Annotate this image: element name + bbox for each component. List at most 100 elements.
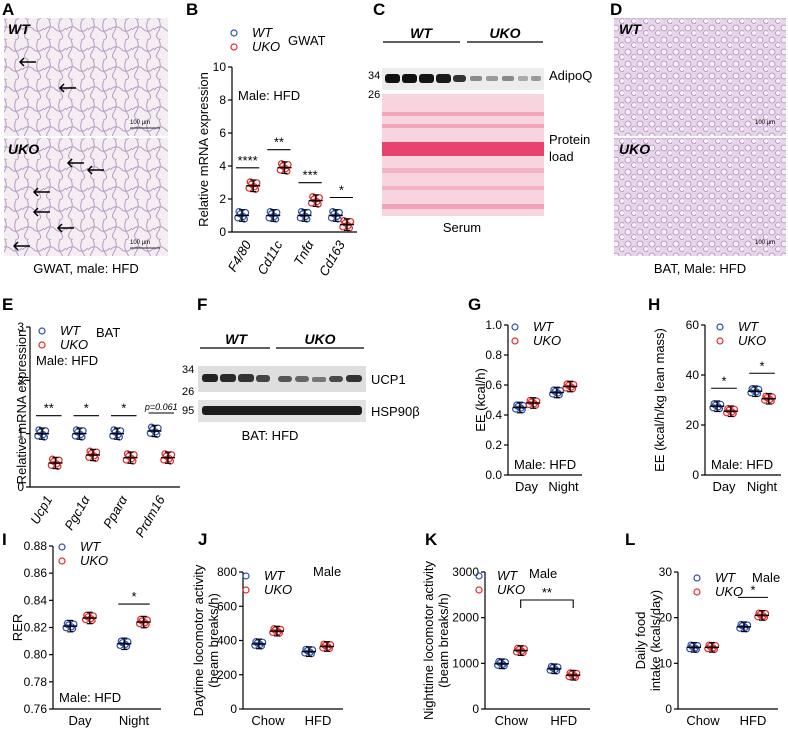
legend-uko-marker (230, 43, 238, 51)
y-tick-label: 0.4 (485, 408, 502, 422)
x-tick-label: HFD (740, 713, 767, 728)
f-wt-label: WT (225, 331, 248, 347)
uko-point (533, 397, 541, 405)
condition-label: Male: HFD (711, 457, 773, 472)
condition-label: Male: HFD (36, 353, 98, 368)
legend-uko-label: UKO (715, 584, 743, 599)
x-tick-label: Pgc1α (61, 492, 93, 532)
category-tnf: Tnfα *** (291, 168, 323, 268)
legend-wt-label: WT (60, 323, 81, 338)
significance-label: p=0.061 (144, 402, 178, 412)
f-blot-label: UCP1 (371, 372, 406, 387)
y-tick-label: 0 (17, 480, 24, 494)
chart-l: L 0 10 20 30 Daily foodintake (kcals/day) Chow… (625, 530, 780, 728)
arrow-icon (32, 207, 50, 217)
y-tick-label: 0 (692, 468, 699, 482)
arrow-icon (12, 241, 30, 251)
d-caption: BAT, Male: HFD (654, 261, 746, 276)
mw-marker: 26 (182, 386, 194, 398)
panel-label-k: K (425, 530, 438, 549)
significance-label: ** (44, 401, 54, 416)
a-scale-text: 100 µm (130, 120, 150, 126)
legend-uko-label: UKO (533, 333, 561, 348)
legend-wt-marker (511, 323, 519, 331)
category-chow: Chow (686, 641, 720, 728)
y-tick-label: 3000 (452, 565, 479, 579)
significance-label: ** (274, 135, 284, 150)
panel-c: C WT UKO 34 26 AdipoQ Protein load Ser (368, 0, 592, 235)
legend-wt-marker (38, 327, 46, 335)
category-cd163: Cd163 * (316, 183, 355, 279)
x-tick-label: Night (747, 479, 778, 494)
d-wt-label: WT (619, 21, 642, 37)
y-tick-label: 0.0 (485, 468, 502, 482)
f-uko-label: UKO (304, 331, 335, 347)
y-tick-label: 1 (17, 427, 24, 441)
significance-label: * (721, 373, 726, 388)
y-tick-label: 4 (219, 159, 226, 173)
y-axis-label: EE (kcal/h/kg lean mass) (652, 328, 667, 472)
y-tick-label: 400 (217, 634, 237, 648)
a-uko-label: UKO (8, 141, 39, 157)
y-tick-label: 20 (659, 611, 673, 625)
y-tick-label: 0.88 (24, 539, 48, 553)
x-tick-label: HFD (305, 713, 332, 728)
legend-wt-label: WT (715, 570, 736, 585)
chart-g: G 0.0 0.2 0.4 0.6 0.8 1.0 EE (kcal/h) Day Night WT… (468, 295, 582, 494)
significance-label: * (759, 358, 764, 373)
condition-label: Male: HFD (514, 457, 576, 472)
y-axis-label: Daytime locomotor activity(beam breaks/h… (191, 564, 221, 716)
legend-uko-marker (58, 557, 66, 565)
y-tick-label: 0.80 (24, 648, 48, 662)
arrow-icon (32, 187, 50, 197)
category-cd11c: Cd11c ** (254, 135, 292, 277)
mw-marker: 95 (182, 405, 194, 417)
legend-wt-label: WT (252, 25, 273, 40)
condition-label: Male (313, 564, 341, 579)
panel-label-a: A (2, 0, 14, 19)
y-tick-label: 0.76 (24, 702, 48, 716)
wt-point (717, 400, 725, 408)
panel-f: F WT UKO 34 26 95 UCP1 HSP90β BAT: HFD (182, 295, 420, 443)
legend-uko-marker (693, 588, 701, 596)
arrow-icon (66, 158, 84, 168)
x-tick-label: HFD (550, 713, 577, 728)
x-tick-label: Day (712, 479, 736, 494)
category-pgc1: Pgc1α * (61, 401, 101, 533)
y-tick-label: 3 (17, 320, 24, 334)
panel-d: D WT UKO 100 µm 100 µm BAT, Male: HFD (610, 0, 786, 276)
a-scale-text: 100 µm (130, 240, 150, 246)
tissue-label: BAT (96, 325, 120, 340)
y-tick-label: 200 (217, 668, 237, 682)
legend-uko-label: UKO (738, 333, 766, 348)
f-blot-label: HSP90β (371, 404, 420, 419)
arrow-icon (58, 83, 76, 93)
panel-label-j: J (198, 530, 207, 549)
y-tick-label: 0.82 (24, 621, 48, 635)
y-tick-label: 0.78 (24, 675, 48, 689)
legend-uko-label: UKO (252, 39, 280, 54)
significance-label: * (84, 401, 89, 416)
x-tick-label: Night (119, 713, 150, 728)
legend-wt-marker (716, 323, 724, 331)
y-tick-label: 2 (219, 192, 226, 206)
condition-label: Male (752, 570, 780, 585)
significance-bracket (520, 599, 574, 608)
y-tick-label: 40 (686, 368, 700, 382)
y-tick-label: 0 (665, 702, 672, 716)
legend-wt-label: WT (738, 319, 759, 334)
y-axis-label: RER (10, 614, 25, 641)
legend-uko-marker (475, 586, 483, 594)
c-blot-label: AdipoQ (549, 68, 592, 83)
y-tick-label: 0.8 (485, 348, 502, 362)
mw-marker: 34 (368, 70, 380, 82)
legend-uko-label: UKO (264, 582, 292, 597)
y-axis-label: Relative mRNA expression (196, 72, 211, 227)
